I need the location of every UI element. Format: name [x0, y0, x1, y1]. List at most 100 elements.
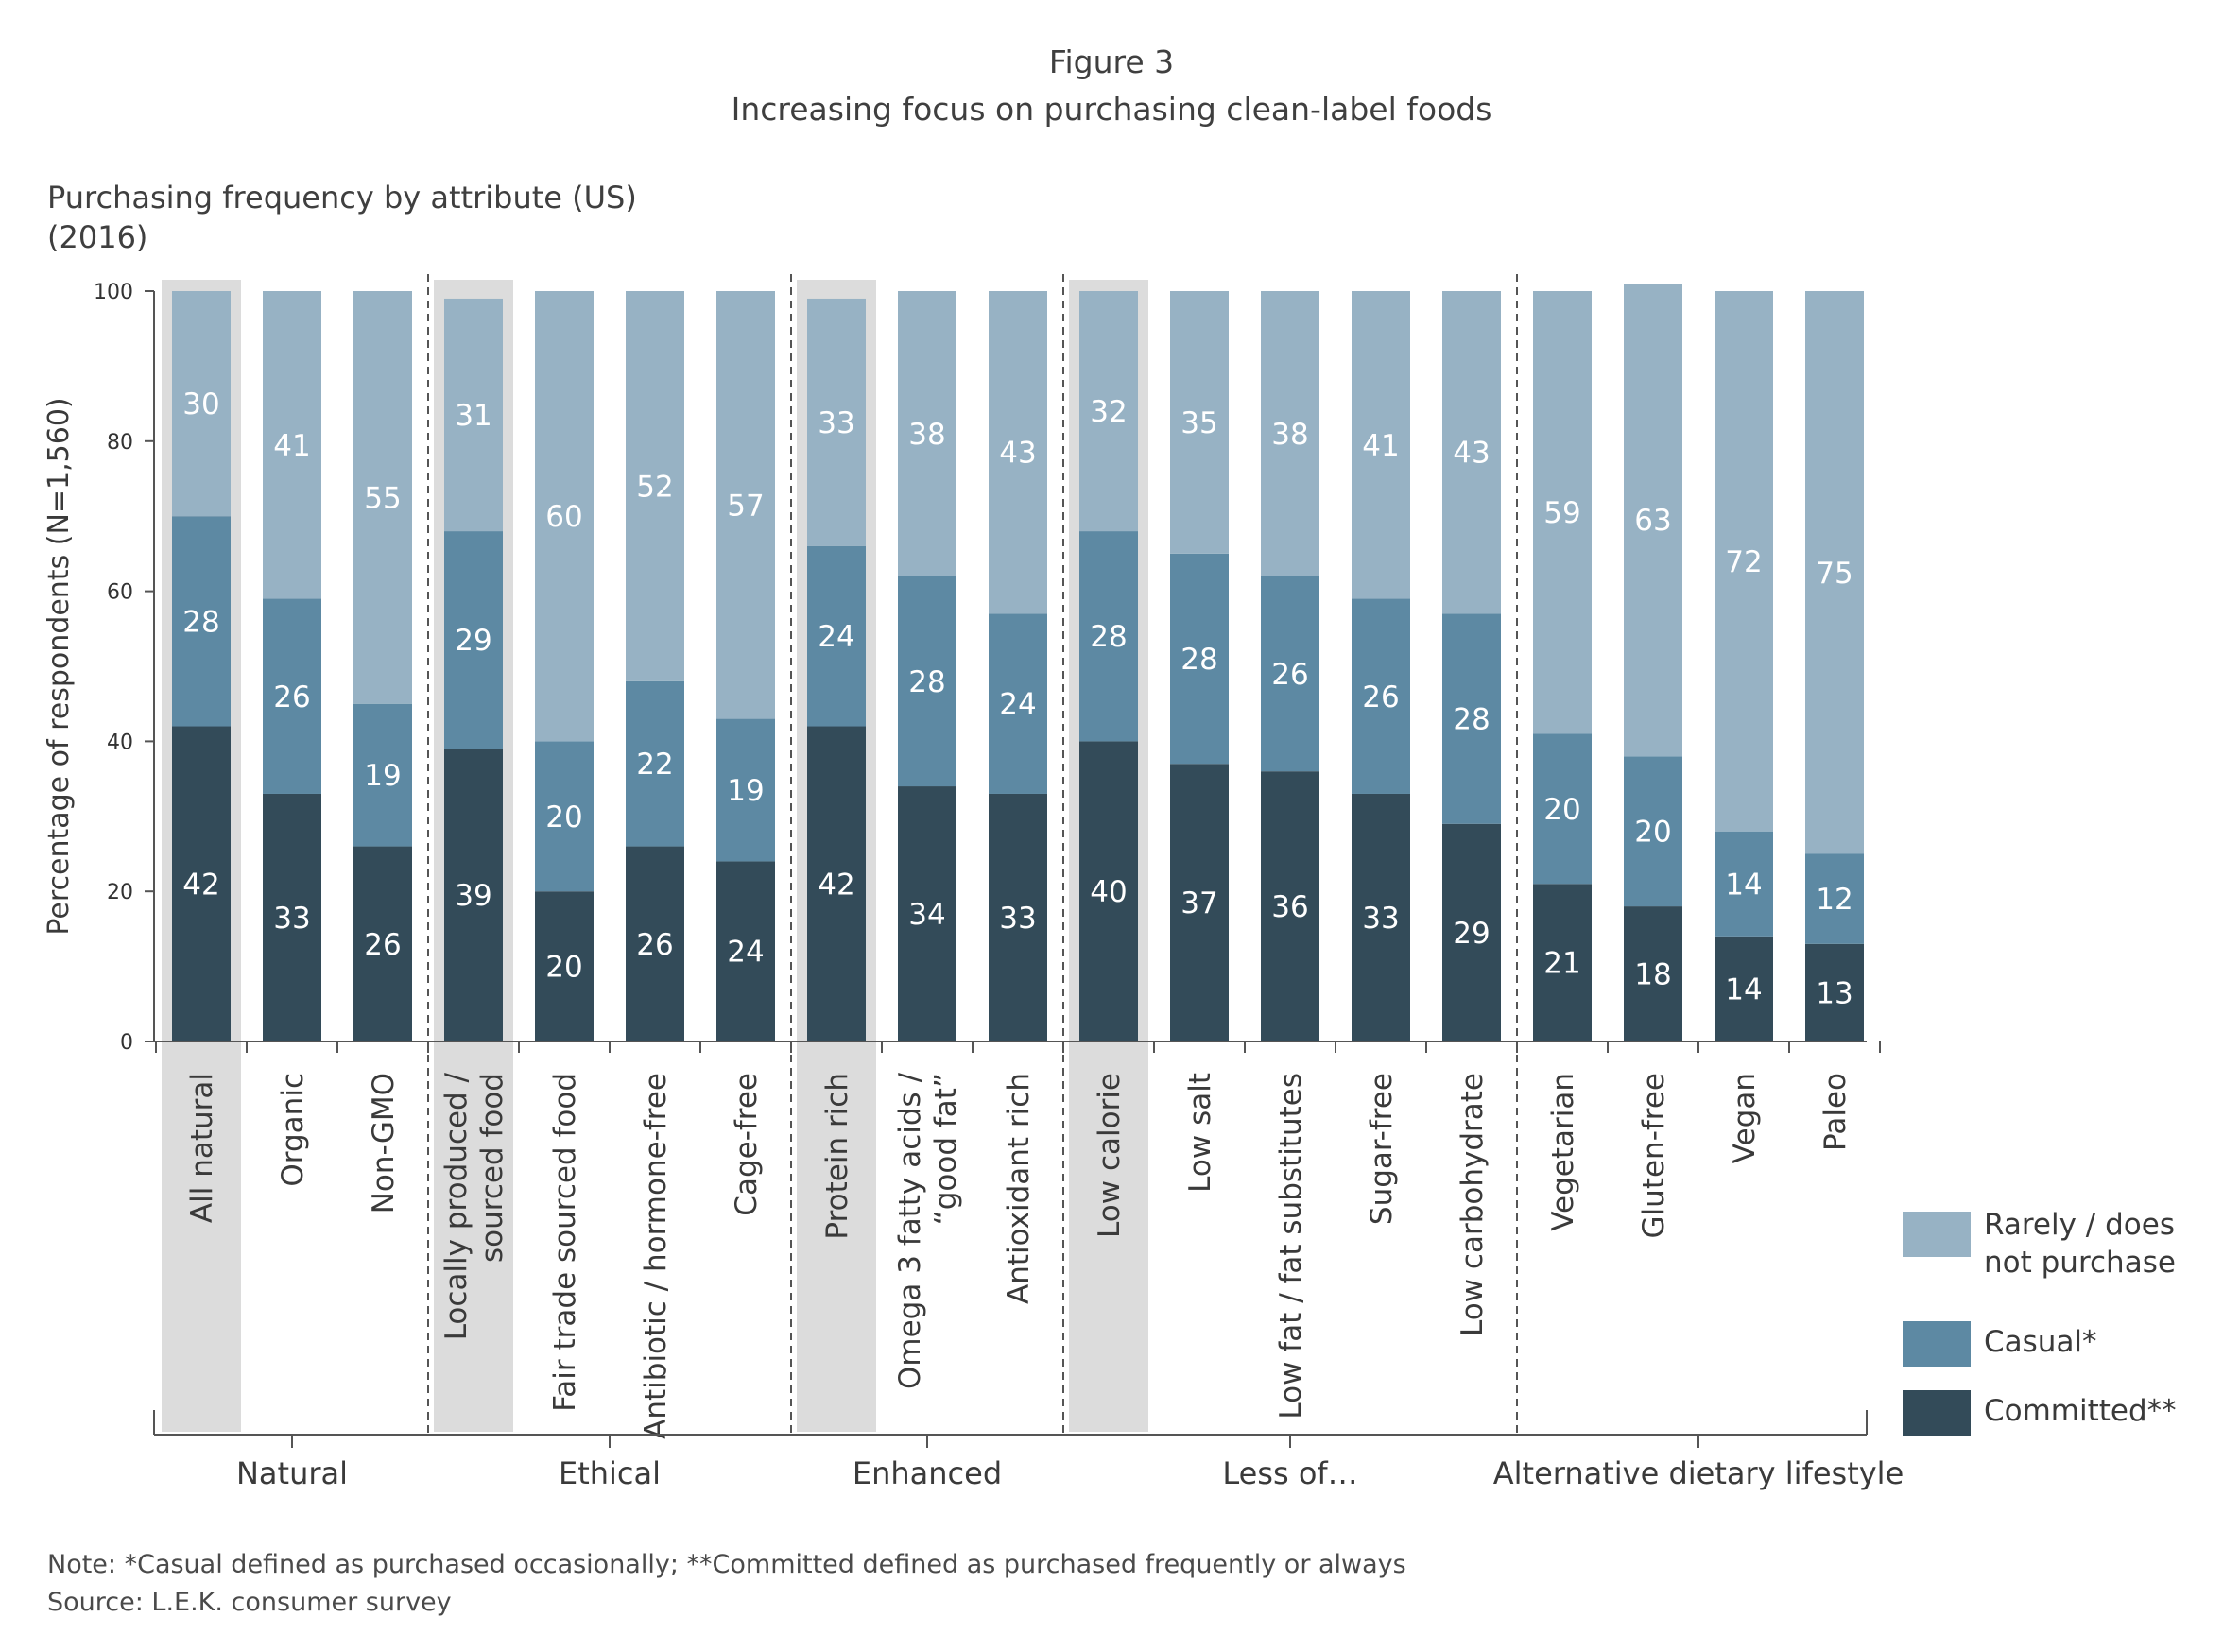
- bar-segment: [172, 291, 231, 517]
- data-label: 14: [1725, 868, 1762, 902]
- data-label: 29: [455, 624, 491, 658]
- category-label: Low calorie: [1093, 1073, 1127, 1238]
- category-label: Low salt: [1183, 1073, 1217, 1193]
- data-label: 26: [1271, 658, 1308, 692]
- chart-source: Source: L.E.K. consumer survey: [47, 1588, 452, 1617]
- data-label: 33: [999, 902, 1036, 936]
- bar-segment: [1624, 284, 1682, 757]
- data-label: 36: [1271, 890, 1308, 924]
- bar-segment: [1624, 756, 1682, 907]
- bar-segment: [898, 786, 956, 1041]
- y-tick-label: 20: [107, 881, 133, 904]
- bar-segment: [1715, 291, 1773, 832]
- bar-segment: [172, 726, 231, 1041]
- category-label: Vegetarian: [1546, 1073, 1580, 1231]
- bar-segment: [989, 291, 1047, 614]
- category-label: Protein rich: [820, 1073, 854, 1240]
- data-label: 52: [636, 470, 673, 504]
- bar-segment: [626, 680, 684, 847]
- bar-segment: [1805, 853, 1864, 944]
- bar-segment: [1170, 553, 1229, 765]
- data-label: 32: [1090, 395, 1127, 429]
- data-label: 33: [273, 902, 310, 936]
- category-label: Locally produced /sourced food: [439, 1072, 509, 1340]
- category-label: Antibiotic / hormone-free: [639, 1073, 673, 1439]
- data-label: 28: [908, 665, 945, 699]
- bar-segment: [807, 545, 866, 727]
- bar-segment: [1352, 793, 1410, 1041]
- bar-segment: [263, 793, 321, 1041]
- data-label: 28: [1453, 703, 1490, 737]
- data-label: 28: [1180, 643, 1217, 677]
- data-label: 75: [1816, 557, 1852, 591]
- group-label: Ethical: [559, 1455, 661, 1491]
- data-label: 33: [1362, 902, 1399, 936]
- data-label: 42: [182, 868, 219, 902]
- bar-segment: [898, 291, 956, 576]
- data-label: 26: [364, 928, 401, 962]
- data-label: 21: [1543, 947, 1580, 981]
- bar-segment: [716, 861, 775, 1041]
- data-label: 24: [999, 688, 1036, 722]
- bar-segment: [898, 576, 956, 787]
- data-label: 40: [1090, 875, 1127, 909]
- data-label: 39: [455, 879, 491, 913]
- bar-segment: [263, 598, 321, 794]
- data-label: 43: [1453, 437, 1490, 471]
- category-label: Sugar-free: [1365, 1073, 1399, 1225]
- bar-segment: [1533, 733, 1592, 885]
- y-tick-label: 100: [94, 281, 133, 304]
- bar-segment: [716, 718, 775, 862]
- chart-note: Note: *Casual defined as purchased occas…: [47, 1550, 1406, 1579]
- bar-segment: [1261, 771, 1319, 1041]
- figure-label: Figure 3: [1048, 43, 1175, 80]
- data-label: 24: [818, 620, 854, 654]
- bar-segment: [353, 703, 412, 847]
- bar-segment: [1715, 936, 1773, 1041]
- bar-segment: [1805, 943, 1864, 1041]
- bar-segment: [535, 891, 594, 1041]
- data-label: 29: [1453, 917, 1490, 951]
- bar-segment: [444, 298, 503, 532]
- data-label: 22: [636, 748, 673, 782]
- group-label: Natural: [236, 1455, 348, 1491]
- bar-segment: [1079, 291, 1138, 532]
- data-label: 55: [364, 481, 401, 515]
- bar-segment: [1079, 741, 1138, 1041]
- data-label: 37: [1180, 886, 1217, 921]
- data-label: 28: [182, 605, 219, 639]
- bar-segment: [989, 793, 1047, 1041]
- chart-subtitle: Purchasing frequency by attribute (US): [47, 180, 637, 215]
- bar-segment: [535, 741, 594, 892]
- group-label: Enhanced: [853, 1455, 1002, 1491]
- data-label: 13: [1816, 976, 1852, 1010]
- category-label: Omega 3 fatty acids /“good fat”: [893, 1072, 963, 1389]
- category-label: Fair trade sourced food: [548, 1073, 582, 1412]
- data-label: 19: [727, 774, 764, 808]
- category-label: Cage-free: [730, 1073, 764, 1216]
- bar-segment: [444, 531, 503, 749]
- category-label: Antioxidant rich: [1002, 1073, 1036, 1304]
- data-label: 42: [818, 868, 854, 902]
- bar-segment: [1442, 823, 1501, 1041]
- bar-segment: [807, 726, 866, 1041]
- data-label: 41: [1362, 429, 1399, 463]
- bar-segment: [1261, 291, 1319, 576]
- data-label: 35: [1180, 406, 1217, 440]
- bar-segment: [1352, 291, 1410, 599]
- data-label: 12: [1816, 883, 1852, 917]
- bar-segment: [263, 291, 321, 599]
- bar-segment: [1533, 291, 1592, 734]
- data-label: 20: [1543, 793, 1580, 827]
- data-label: 59: [1543, 496, 1580, 530]
- category-label: Vegan: [1728, 1073, 1762, 1163]
- data-label: 24: [727, 936, 764, 970]
- data-label: 63: [1634, 504, 1671, 538]
- data-label: 26: [273, 680, 310, 714]
- data-label: 33: [818, 406, 854, 440]
- category-label: Organic: [276, 1073, 310, 1187]
- y-axis-title: Percentage of respondents (N=1,560): [43, 397, 76, 935]
- y-tick-label: 60: [107, 581, 133, 605]
- bar-segment: [1533, 884, 1592, 1041]
- legend-label: Committed**: [1984, 1394, 2177, 1428]
